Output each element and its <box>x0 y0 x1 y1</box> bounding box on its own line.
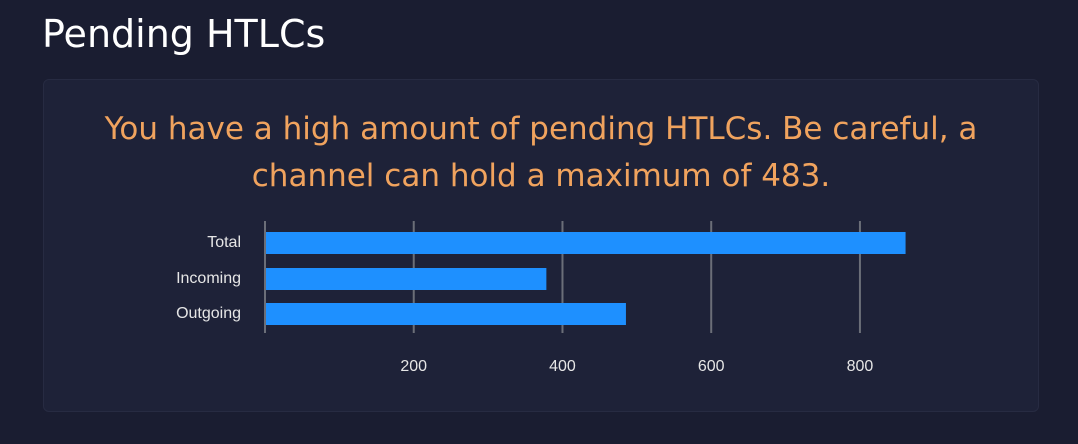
y-tick-label: Outgoing <box>176 305 241 322</box>
x-tick-label: 400 <box>549 358 576 375</box>
page-title: Pending HTLCs <box>42 12 326 56</box>
y-tick-label: Incoming <box>176 270 241 287</box>
warning-text: You have a high amount of pending HTLCs.… <box>104 111 978 194</box>
x-tick-label: 800 <box>847 358 874 375</box>
y-tick-label: Total <box>207 234 241 251</box>
x-tick-label: 600 <box>698 358 725 375</box>
bar <box>266 303 626 325</box>
bar <box>266 268 547 290</box>
bar <box>266 232 906 254</box>
x-tick-label: 200 <box>400 358 427 375</box>
